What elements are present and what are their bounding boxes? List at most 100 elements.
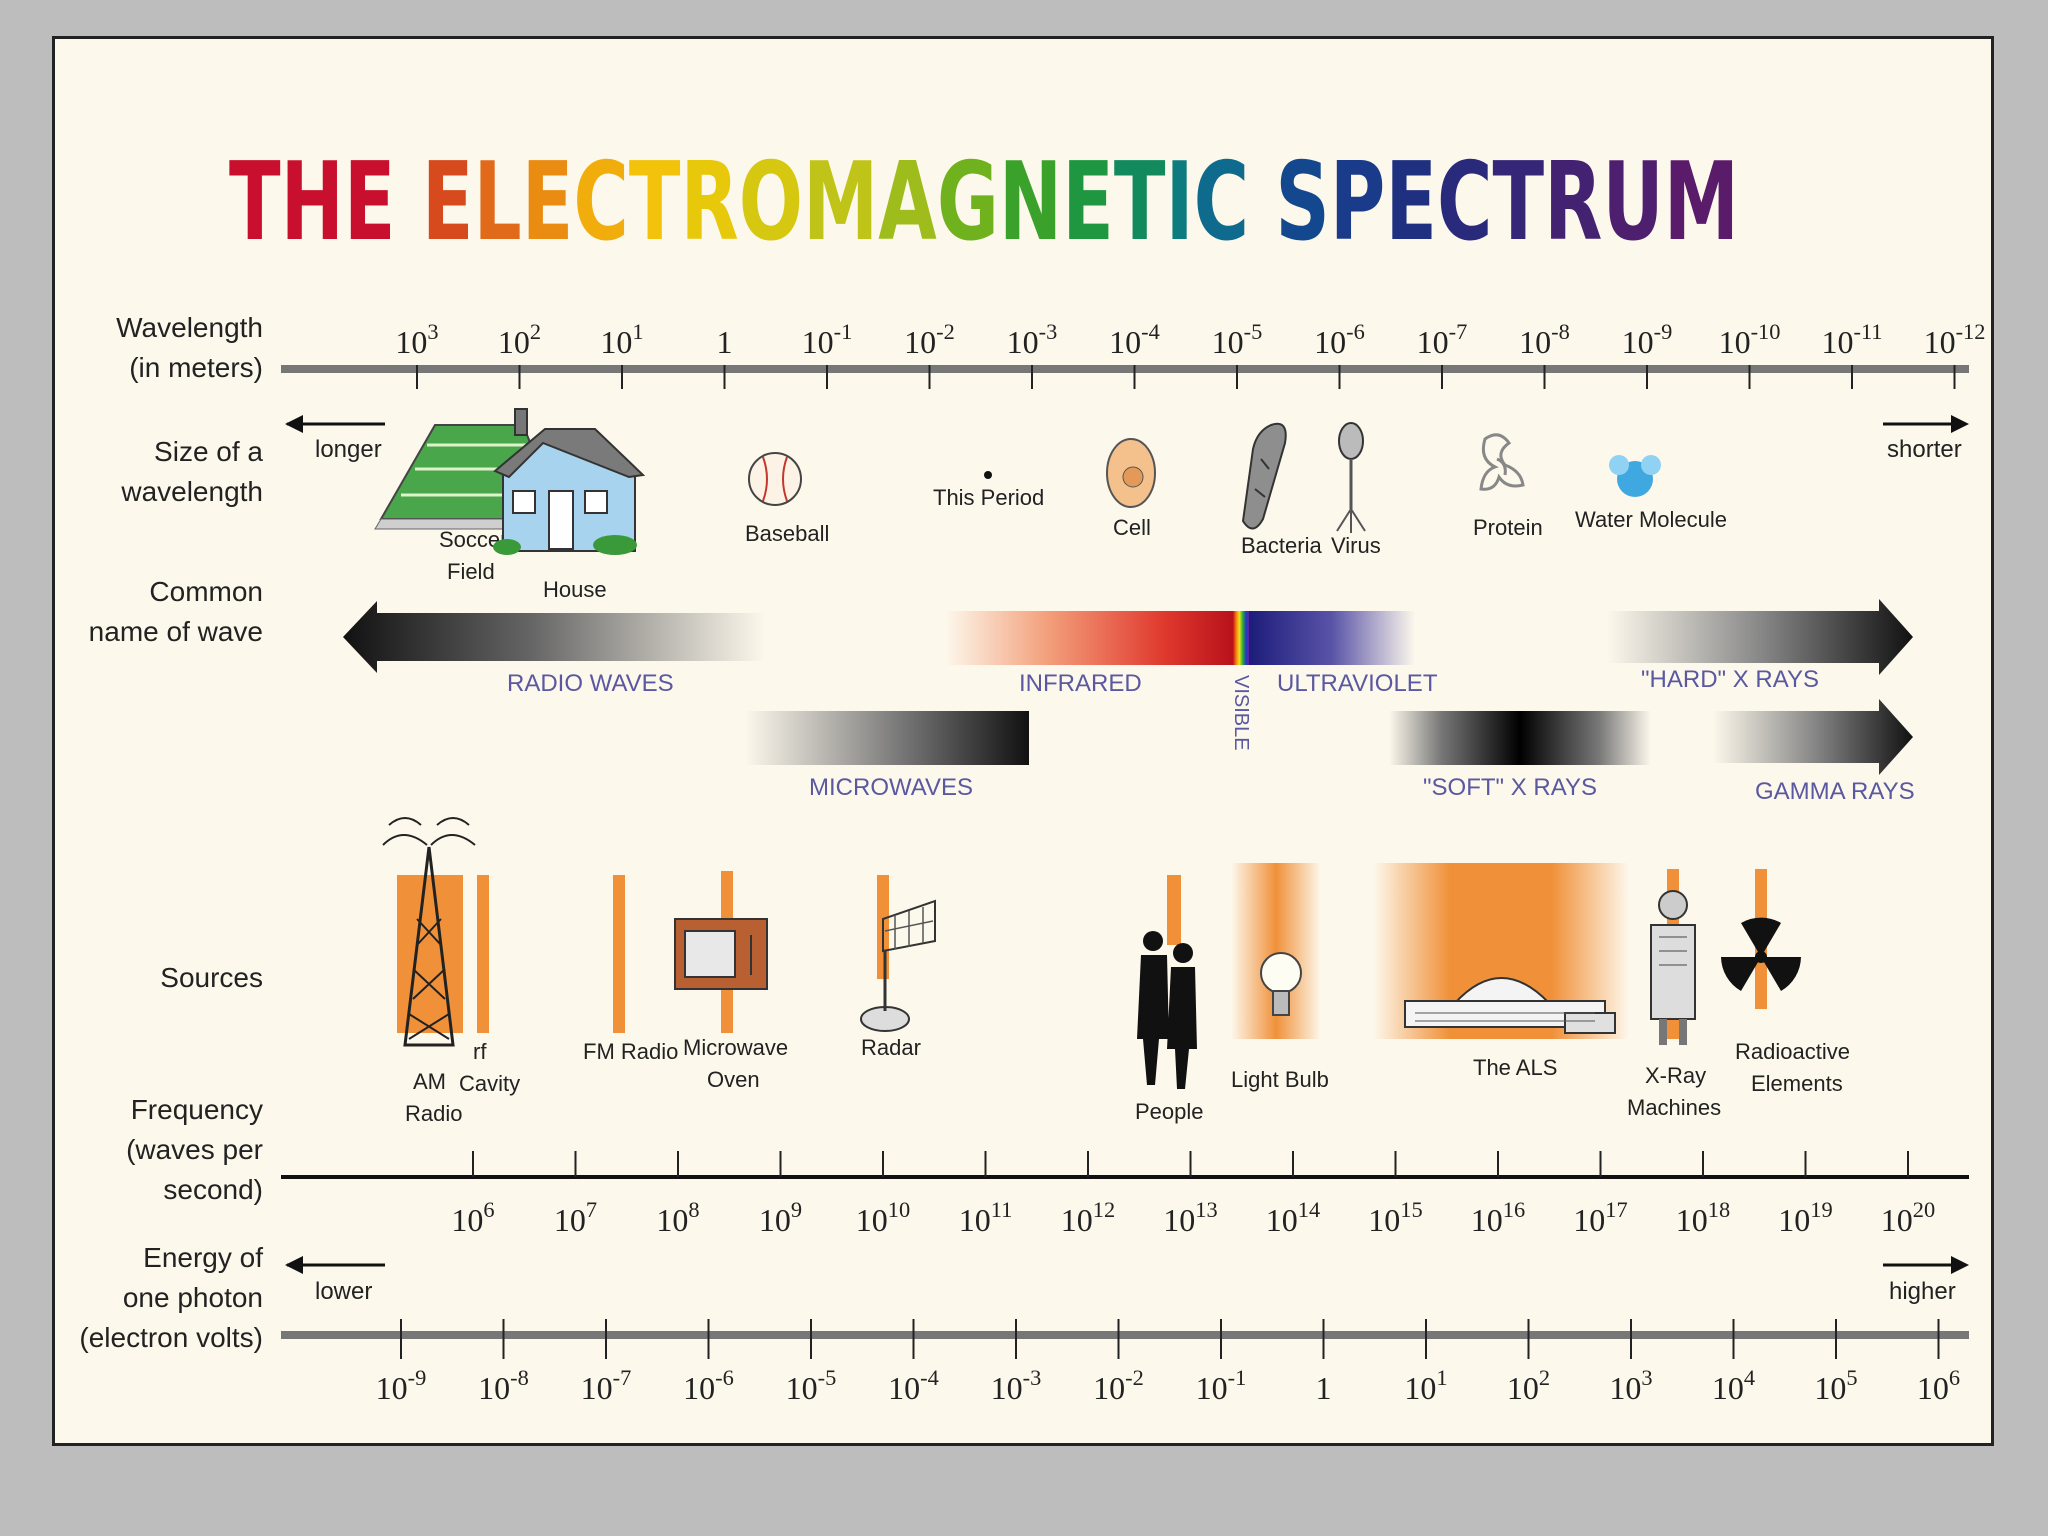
tick-base: 10 [1368, 1202, 1400, 1238]
tick-exponent: -8 [1551, 319, 1570, 344]
wl-ticks-label: 10-10 [1719, 319, 1781, 360]
spectrum-diagram: THE ELECTROMAGNETIC SPECTRUM Wavelength(… [79, 140, 1985, 1406]
light-bulb-label: Light Bulb [1231, 1067, 1329, 1092]
wl-ticks-label: 10-3 [1007, 319, 1058, 360]
title-letter: M [1664, 140, 1739, 265]
tick-exponent: -8 [510, 1365, 529, 1390]
tick-base: 10 [1404, 1370, 1436, 1406]
als-label: The ALS [1473, 1055, 1557, 1080]
longer-label: longer [315, 436, 382, 463]
tick-base: 10 [1266, 1202, 1298, 1238]
row-label-energy: (electron volts) [79, 1322, 263, 1353]
higher-arrow: higher [1883, 1256, 1969, 1305]
fq-ticks-label: 1015 [1368, 1197, 1422, 1238]
microwave-oven-label-2: Oven [707, 1067, 760, 1092]
title-letter: T [629, 140, 681, 265]
fq-ticks-label: 109 [759, 1197, 802, 1238]
tick-exponent: 10 [888, 1197, 910, 1222]
tick-base: 10 [600, 324, 632, 360]
fq-ticks-label: 1013 [1163, 1197, 1217, 1238]
higher-label: higher [1889, 1278, 1956, 1305]
longer-arrow: longer [285, 415, 385, 463]
row-label-common: Common [149, 576, 263, 607]
tick-base: 10 [1093, 1370, 1125, 1406]
title-letter: C [1194, 140, 1250, 265]
microwave-oven-icon [674, 871, 768, 1033]
title-letter: I [1165, 140, 1193, 265]
wl-ticks-label: 10-4 [1109, 319, 1160, 360]
tick-exponent: 13 [1195, 1197, 1217, 1222]
title-letter: E [522, 140, 574, 265]
en-ticks-label: 1 [1316, 1370, 1332, 1406]
baseball-label: Baseball [745, 521, 829, 546]
fq-ticks-label: 1012 [1061, 1197, 1115, 1238]
tick-exponent: -3 [1039, 319, 1058, 344]
tick-exponent: -10 [1751, 319, 1781, 344]
title-letter: R [1544, 140, 1602, 265]
title-letter: M [803, 140, 878, 265]
tick-exponent: -1 [834, 319, 853, 344]
tick-base: 10 [1676, 1202, 1708, 1238]
fm-radio-label: FM Radio [583, 1039, 678, 1064]
ultraviolet-band [1249, 611, 1415, 665]
tick-exponent: -5 [1244, 319, 1263, 344]
hard-xrays-band [1607, 599, 1913, 675]
tick-exponent: 16 [1503, 1197, 1525, 1222]
fq-ticks-label: 1016 [1471, 1197, 1525, 1238]
tick-exponent: 1 [632, 319, 643, 344]
en-ticks-label: 10-5 [786, 1365, 837, 1406]
row-label-size: wavelength [120, 476, 263, 507]
tick-base: 10 [802, 324, 834, 360]
tick-exponent: -6 [715, 1365, 734, 1390]
energy-ticks: 10-9 10-8 10-7 10-6 10-5 10-4 10-3 10-2 10-1 1 101… [376, 1319, 1960, 1406]
cell-label: Cell [1113, 515, 1151, 540]
title-letter [396, 140, 422, 265]
soccer-field-label-2: Field [447, 559, 495, 584]
row-label-common: name of wave [89, 616, 263, 647]
tick-exponent: 15 [1400, 1197, 1422, 1222]
tick-exponent: -6 [1346, 319, 1365, 344]
tick-base: 10 [1924, 324, 1956, 360]
en-ticks-label: 10-4 [888, 1365, 939, 1406]
rf-cavity-icon [477, 875, 489, 1033]
shorter-arrow: shorter [1883, 415, 1969, 463]
wl-ticks-label: 10-8 [1519, 319, 1570, 360]
soft-xrays-label: "SOFT" X RAYS [1423, 774, 1597, 801]
tick-base: 10 [395, 324, 427, 360]
radar-dish-icon [860, 875, 936, 1032]
cell-icon [1106, 438, 1156, 508]
tick-base: 10 [1519, 324, 1551, 360]
row-label-frequency: Frequency [131, 1094, 263, 1125]
tick-base: 10 [451, 1202, 483, 1238]
microwave-oven-label-1: Microwave [683, 1035, 788, 1060]
title-letter: T [1114, 140, 1166, 265]
microwaves-label: MICROWAVES [809, 774, 973, 801]
protein-label: Protein [1473, 515, 1543, 540]
tick-exponent: 6 [483, 1197, 494, 1222]
tick-exponent: -9 [408, 1365, 427, 1390]
row-label-frequency: (waves per [126, 1134, 263, 1165]
poster-title: THE ELECTROMAGNETIC SPECTRUM [229, 140, 1739, 265]
ultraviolet-label: ULTRAVIOLET [1277, 670, 1438, 697]
row-labels: Wavelength (in meters) Size of a wavelength… [79, 312, 263, 1353]
title-letter: L [474, 140, 522, 265]
tick-exponent: 3 [427, 319, 438, 344]
xray-machine-icon [1650, 869, 1696, 1045]
tick-base: 10 [759, 1202, 791, 1238]
tick-exponent: -7 [613, 1365, 632, 1390]
tick-exponent: -2 [1125, 1365, 1144, 1390]
title-letter: N [999, 140, 1062, 265]
wl-ticks-label: 101 [600, 319, 643, 360]
tick-base: 10 [478, 1370, 510, 1406]
wl-ticks-label: 10-6 [1314, 319, 1365, 360]
tick-exponent: 1 [1436, 1365, 1447, 1390]
fq-ticks-label: 1020 [1881, 1197, 1935, 1238]
row-label-energy: Energy of [143, 1242, 263, 1273]
tick-base: 10 [1881, 1202, 1913, 1238]
en-ticks-label: 10-6 [683, 1365, 734, 1406]
fq-ticks-label: 107 [554, 1197, 597, 1238]
tick-base: 10 [1196, 1370, 1228, 1406]
en-ticks-label: 10-7 [581, 1365, 632, 1406]
tick-base: 10 [1109, 324, 1141, 360]
wl-ticks-label: 102 [498, 319, 541, 360]
